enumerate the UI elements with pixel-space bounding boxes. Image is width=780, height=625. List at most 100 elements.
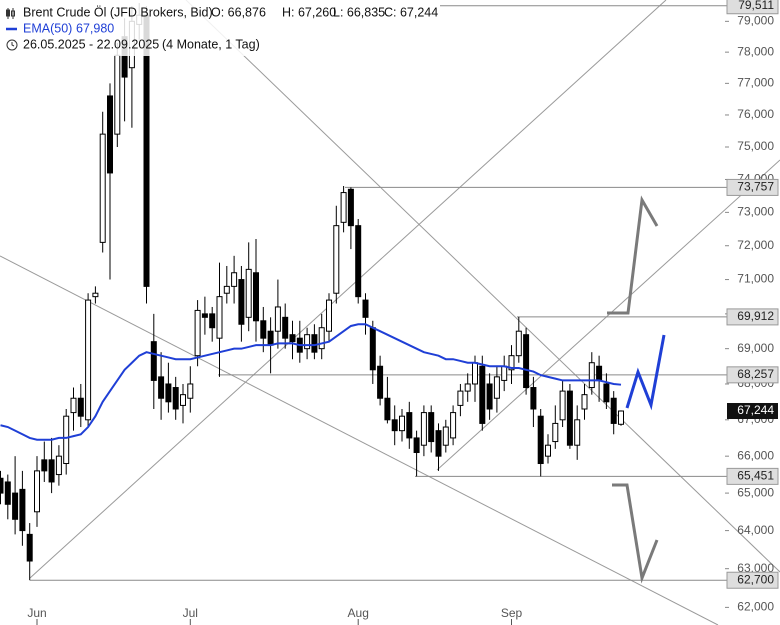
candle-body <box>530 387 537 410</box>
candle-body <box>253 272 259 322</box>
level-box <box>726 366 779 384</box>
x-tick-label: Aug <box>348 606 369 620</box>
candle-body <box>457 390 464 406</box>
candle-body <box>4 481 11 505</box>
candle-body <box>92 292 99 298</box>
y-tick-label: 76,000 <box>737 107 774 121</box>
ema-value: 67,980 <box>76 21 114 35</box>
candle-body <box>55 455 62 476</box>
candle-body <box>63 415 70 465</box>
trend-line <box>436 159 780 471</box>
candle-body <box>493 376 500 399</box>
candle-body <box>274 306 281 332</box>
y-tick-label: 69,000 <box>737 341 774 355</box>
y-tick-label: 73,000 <box>737 205 774 219</box>
candle-body <box>362 299 369 318</box>
candle-body <box>537 415 544 465</box>
projection-main <box>625 334 666 411</box>
candle-body <box>304 334 311 350</box>
legend: Brent Crude Öl (JFD Brokers, Bid) O: 66,… <box>0 0 440 56</box>
candle-body <box>318 327 325 350</box>
candle-body <box>552 422 559 443</box>
candle-body <box>326 299 332 332</box>
candle-body <box>48 459 55 483</box>
candle-body <box>107 95 113 174</box>
candle-body <box>209 313 216 329</box>
candle-body <box>420 412 427 446</box>
date-span: (4 Monate, 1 Tag) <box>162 37 260 51</box>
candle-body <box>194 309 201 357</box>
candle-body <box>574 419 581 446</box>
candle-body <box>442 426 449 446</box>
candle-body <box>99 133 106 243</box>
candle-body <box>501 365 508 381</box>
date-range: 26.05.2025 - 22.09.2025 <box>23 37 159 51</box>
projections <box>607 195 666 584</box>
high: H: 67,260 <box>282 5 336 19</box>
candle-body <box>333 225 340 294</box>
candle-body <box>508 355 515 371</box>
candle-body <box>610 397 617 424</box>
candle-body <box>0 477 4 494</box>
candle-body <box>41 459 48 472</box>
legend-bg <box>0 0 440 56</box>
y-tick-label: 62,000 <box>737 600 774 614</box>
candle-body <box>435 430 442 457</box>
open: O: 66,876 <box>211 5 266 19</box>
ema-line <box>0 323 622 441</box>
candle-body <box>12 492 19 520</box>
candle-body <box>180 394 186 406</box>
candle-body <box>369 327 376 371</box>
candle-body <box>566 390 573 446</box>
candle-body <box>26 533 33 562</box>
close: C: 67,244 <box>384 5 438 19</box>
plot-area <box>0 3 727 581</box>
level-box <box>726 0 779 15</box>
last-price-label: 67,244 <box>737 403 774 417</box>
y-tick-label: 63,000 <box>737 561 774 575</box>
trend-line <box>0 255 719 625</box>
candle-body <box>559 390 566 421</box>
candle-body <box>479 365 486 424</box>
candle-body <box>245 268 252 318</box>
level-label: 69,912 <box>737 309 774 323</box>
y-tick-label: 77,000 <box>737 76 774 90</box>
candle-body <box>187 383 194 399</box>
trend-line <box>29 0 667 579</box>
last-price-box <box>727 403 778 420</box>
candle-body <box>158 376 165 399</box>
level-label: 79,511 <box>738 0 774 12</box>
candle-body <box>77 397 84 417</box>
level-box <box>726 467 779 485</box>
candle-body <box>260 320 267 339</box>
candle-body <box>223 285 230 294</box>
candle-body <box>399 415 405 432</box>
y-tick-label: 79,000 <box>737 14 774 28</box>
candle-body <box>355 225 362 298</box>
candle-body <box>472 362 478 385</box>
candle-body <box>377 365 384 399</box>
candle-body <box>85 299 92 421</box>
y-tick-label: 75,000 <box>737 139 774 153</box>
candle-body <box>588 362 595 389</box>
level-label: 65,451 <box>737 469 774 483</box>
candle-body <box>406 412 413 439</box>
candle-body <box>311 334 318 353</box>
level-box <box>726 571 779 589</box>
candle-body <box>172 387 179 410</box>
candle-body <box>603 383 610 403</box>
trend-line <box>185 0 780 573</box>
candle-body <box>165 383 172 403</box>
x-tick-label: Sep <box>501 606 523 620</box>
x-tick-label: Jun <box>27 606 46 620</box>
candle-body <box>428 412 435 443</box>
ema-name: EMA(50) <box>23 21 72 35</box>
candle-body <box>596 365 603 381</box>
candle-body <box>515 330 522 357</box>
candle-body <box>581 394 588 410</box>
candle-body <box>231 272 238 287</box>
candle-body <box>391 419 398 432</box>
low: L: 66,835 <box>333 5 385 19</box>
